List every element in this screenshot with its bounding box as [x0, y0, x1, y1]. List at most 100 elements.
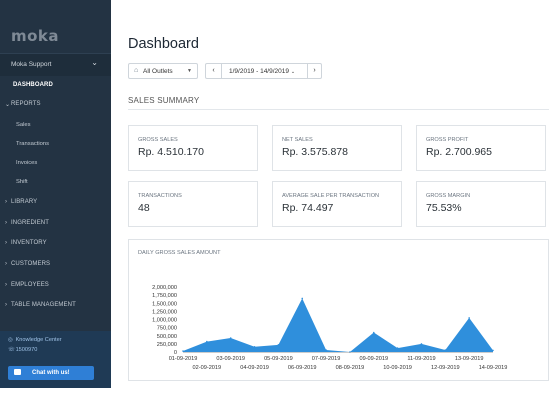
data-point[interactable]	[253, 346, 256, 348]
x-tick-label: 11-09-2019	[407, 356, 435, 362]
date-range-value: 1/9/2019 - 14/9/2019	[229, 68, 289, 75]
outlet-select[interactable]: ⌂ All Outlets ▼	[128, 63, 198, 79]
card-label: NET SALES	[282, 137, 313, 143]
daily-gross-sales-chart: DAILY GROSS SALES AMOUNT 0 250,000 500,000…	[128, 239, 549, 381]
y-tick-label: 1,500,000	[152, 301, 177, 307]
help-circle-icon: ◎	[8, 337, 13, 343]
page-edge	[380, 388, 549, 402]
x-tick-label: 08-09-2019	[336, 365, 365, 371]
area-chart: 0 250,000 500,000 750,000 1,000,000 1,250,000…	[152, 285, 508, 371]
section-title: SALES SUMMARY	[128, 96, 200, 105]
next-period-button[interactable]: ›	[307, 64, 321, 78]
card-label: GROSS MARGIN	[426, 193, 471, 199]
chevron-right-icon: ›	[5, 220, 8, 226]
card-value: 75.53%	[426, 202, 462, 214]
caret-down-icon: ▼	[187, 68, 192, 74]
x-tick-label: 09-09-2019	[359, 356, 388, 362]
average-sale-card: AVERAGE SALE PER TRANSACTION Rp. 74.497	[272, 181, 402, 227]
account-name: Moka Support	[11, 61, 52, 68]
data-point[interactable]	[444, 349, 447, 351]
chevron-right-icon: ›	[5, 199, 8, 205]
section-divider	[128, 109, 549, 110]
date-range-select[interactable]: 1/9/2019 - 14/9/2019 ⌄	[229, 68, 295, 75]
sidebar: moka Moka Support ⌄ DASHBOARD ⌄ REPORTS Sal…	[0, 0, 111, 388]
data-point[interactable]	[206, 340, 208, 343]
card-value: Rp. 4.510.170	[138, 146, 204, 158]
y-tick-label: 2,000,000	[152, 285, 177, 291]
x-tick-label: 10-09-2019	[383, 365, 412, 371]
sidebar-subitem-transactions[interactable]: Transactions	[16, 141, 49, 147]
y-tick-label: 750,000	[157, 326, 177, 332]
chevron-down-icon: ⌄	[290, 69, 296, 75]
data-point[interactable]	[396, 347, 399, 349]
y-tick-label: 1,000,000	[152, 318, 177, 324]
chevron-down-icon: ⌄	[5, 102, 11, 108]
page-title: Dashboard	[128, 36, 199, 52]
data-point[interactable]	[301, 297, 304, 300]
sidebar-item-label: CUSTOMERS	[11, 261, 51, 267]
outlet-select-value: All Outlets	[143, 68, 173, 75]
data-point[interactable]	[277, 344, 280, 346]
y-tick-label: 0	[174, 350, 177, 356]
sidebar-item-label: TABLE MANAGEMENT	[11, 302, 76, 308]
card-label: GROSS SALES	[138, 137, 178, 143]
sidebar-item-label: DASHBOARD	[13, 82, 53, 88]
data-point[interactable]	[182, 350, 184, 352]
x-tick-label: 07-09-2019	[312, 356, 341, 362]
sidebar-subitem-invoices[interactable]: Invoices	[16, 160, 38, 166]
sidebar-item-label: EMPLOYEES	[11, 282, 49, 288]
previous-period-button[interactable]: ‹	[206, 64, 222, 78]
gross-profit-card: GROSS PROFIT Rp. 2.700.965	[416, 125, 546, 171]
data-point[interactable]	[325, 349, 327, 351]
data-point[interactable]	[468, 317, 470, 319]
x-tick-label: 14-09-2019	[479, 365, 508, 371]
y-tick-label: 500,000	[157, 334, 177, 340]
sidebar-item-label: INVENTORY	[11, 240, 47, 246]
gross-margin-card: GROSS MARGIN 75.53%	[416, 181, 546, 227]
card-value: Rp. 3.575.878	[282, 146, 348, 158]
store-icon: ⌂	[134, 67, 139, 74]
chat-bubble-icon	[14, 369, 21, 375]
card-label: AVERAGE SALE PER TRANSACTION	[282, 193, 380, 199]
y-tick-label: 1,750,000	[152, 293, 177, 299]
chevron-right-icon: ›	[5, 302, 8, 308]
date-range-picker: ‹ 1/9/2019 - 14/9/2019 ⌄ ›	[205, 63, 322, 79]
phone-number: 1500970	[15, 347, 38, 353]
y-tick-label: 250,000	[157, 342, 177, 348]
sidebar-subitem-shift[interactable]: Shift	[16, 179, 28, 185]
knowledge-center-label: Knowledge Center	[15, 337, 62, 343]
chat-button[interactable]: Chat with us!	[8, 366, 94, 380]
phone-icon: ☏	[8, 347, 15, 353]
chevron-right-icon: ›	[5, 261, 8, 267]
net-sales-card: NET SALES Rp. 3.575.878	[272, 125, 402, 171]
data-point[interactable]	[492, 349, 494, 352]
x-tick-label: 01-09-2019	[169, 356, 198, 362]
x-tick-label: 05-09-2019	[264, 356, 293, 362]
card-label: GROSS PROFIT	[426, 137, 469, 143]
sidebar-item-label: LIBRARY	[11, 199, 38, 205]
knowledge-center-link[interactable]: ◎ Knowledge Center	[8, 337, 62, 343]
sidebar-item-label: INGREDIENT	[11, 220, 50, 226]
card-value: 48	[138, 202, 150, 214]
account-selector[interactable]: Moka Support ⌄	[0, 53, 111, 76]
gross-sales-card: GROSS SALES Rp. 4.510.170	[128, 125, 258, 171]
chart-title: DAILY GROSS SALES AMOUNT	[138, 250, 221, 256]
chevron-down-icon: ⌄	[91, 58, 98, 67]
data-point[interactable]	[372, 331, 375, 334]
chevron-right-icon: ›	[5, 240, 8, 246]
phone-link[interactable]: ☏ 1500970	[8, 347, 37, 353]
data-point[interactable]	[229, 337, 232, 339]
y-tick-label: 1,250,000	[152, 309, 177, 315]
sidebar-subitem-sales[interactable]: Sales	[16, 122, 31, 128]
sidebar-item-label: REPORTS	[11, 101, 41, 107]
x-tick-label: 03-09-2019	[216, 356, 245, 362]
card-label: TRANSACTIONS	[138, 193, 182, 199]
sales-area-series	[183, 298, 493, 352]
chat-button-label: Chat with us!	[32, 370, 70, 376]
moka-logo[interactable]: moka	[11, 27, 60, 45]
data-point[interactable]	[420, 343, 423, 345]
x-tick-label: 12-09-2019	[431, 365, 460, 371]
chevron-right-icon: ›	[5, 282, 8, 288]
x-tick-label: 02-09-2019	[193, 365, 222, 371]
card-value: Rp. 74.497	[282, 202, 334, 214]
